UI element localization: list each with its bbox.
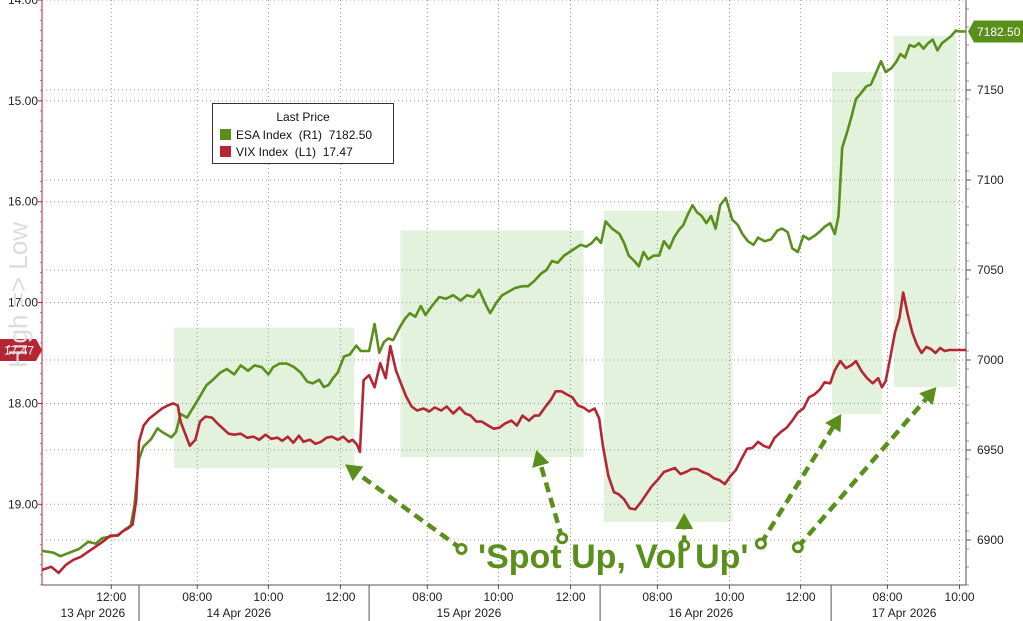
axes: 14.00 15.00 16.00 17.00 18.00 19.00 7150 7100 70… bbox=[8, 0, 1004, 621]
legend-label-vix: VIX Index (L1) 17.47 bbox=[236, 144, 353, 159]
grid-lines bbox=[42, 0, 966, 585]
series-layer bbox=[41, 29, 966, 575]
x-tick-label-1: 08:00 bbox=[182, 590, 212, 604]
highlight-region-3 bbox=[832, 72, 882, 414]
legend-swatch-vix bbox=[220, 146, 231, 157]
arrow-line-3 bbox=[758, 426, 835, 545]
highlight-regions bbox=[174, 36, 957, 522]
x-tick-label-7: 08:00 bbox=[642, 590, 672, 604]
right-tick-label-2: 7050 bbox=[977, 263, 1004, 277]
left-tick-label-2: 16.00 bbox=[8, 195, 38, 209]
x-tick-label-11: 10:00 bbox=[945, 590, 975, 604]
legend-swatch-esa bbox=[220, 129, 231, 140]
vix-last-value-tag bbox=[0, 338, 42, 361]
x-tick-label-8: 10:00 bbox=[714, 590, 744, 604]
right-tick-label-5: 6900 bbox=[977, 533, 1004, 547]
arrow-origin-3 bbox=[754, 537, 767, 550]
legend-entry-vix: VIX Index (L1) 17.47 bbox=[213, 143, 393, 160]
x-tick-label-3: 12:00 bbox=[325, 590, 355, 604]
day-label-3: 16 Apr 2026 bbox=[668, 606, 733, 620]
highlight-region-2 bbox=[603, 210, 733, 522]
highlight-region-4 bbox=[893, 36, 957, 387]
x-tick-label-5: 10:00 bbox=[483, 590, 513, 604]
legend-entry-esa: ESA Index (R1) 7182.50 bbox=[213, 126, 393, 143]
arrowhead-1 bbox=[532, 450, 550, 468]
annotation-arrows bbox=[345, 387, 937, 555]
arrow-origin-1 bbox=[556, 532, 569, 545]
arrow-origin-0 bbox=[455, 543, 468, 555]
arrowhead-0 bbox=[345, 464, 364, 482]
day-label-4: 17 Apr 2026 bbox=[872, 606, 937, 620]
series-line-esa-index bbox=[41, 29, 966, 558]
esa-last-value-label: 7182.50 bbox=[977, 25, 1021, 39]
legend-label-esa: ESA Index (R1) 7182.50 bbox=[236, 127, 373, 142]
esa-last-value-tag bbox=[968, 20, 1023, 43]
x-tick-label-10: 08:00 bbox=[872, 590, 902, 604]
day-label-2: 15 Apr 2026 bbox=[437, 606, 502, 620]
left-tick-label-1: 15.00 bbox=[8, 94, 38, 108]
legend: Last Price ESA Index (R1) 7182.50 VIX In… bbox=[212, 103, 394, 164]
left-tick-label-4: 18.00 bbox=[8, 396, 38, 410]
right-tick-label-0: 7150 bbox=[977, 83, 1004, 97]
x-tick-label-9: 12:00 bbox=[786, 590, 816, 604]
highlight-region-0 bbox=[174, 327, 355, 468]
right-tick-label-3: 7000 bbox=[977, 353, 1004, 367]
arrowhead-3 bbox=[825, 414, 842, 433]
arrow-line-1 bbox=[538, 464, 565, 539]
arrow-origin-4 bbox=[791, 541, 804, 554]
left-tick-label-0: 14.00 bbox=[8, 0, 38, 7]
left-tick-label-3: 17.00 bbox=[8, 296, 38, 310]
left-tick-label-5: 19.00 bbox=[8, 497, 38, 511]
vix-last-value-label: 17.47 bbox=[4, 343, 34, 357]
x-tick-label-0: 12:00 bbox=[96, 590, 126, 604]
annotation-text: 'Spot Up, Vol Up' bbox=[478, 538, 749, 576]
arrowhead-2 bbox=[675, 513, 694, 529]
arrowhead-4 bbox=[919, 387, 937, 405]
arrow-line-0 bbox=[356, 471, 463, 551]
arrow-origin-2 bbox=[678, 539, 691, 552]
last-value-tags: 7182.50 17.47 bbox=[0, 20, 1023, 361]
x-tick-label-6: 12:00 bbox=[556, 590, 586, 604]
left-axis-label: High => Low bbox=[3, 222, 33, 368]
legend-title: Last Price bbox=[276, 110, 330, 124]
arrow-line-4 bbox=[796, 397, 928, 549]
x-tick-label-4: 08:00 bbox=[412, 590, 442, 604]
day-label-0: 13 Apr 2026 bbox=[60, 606, 125, 620]
right-tick-label-4: 6950 bbox=[977, 443, 1004, 457]
series-line-vix-index bbox=[41, 291, 966, 575]
day-label-1: 14 Apr 2026 bbox=[206, 606, 271, 620]
highlight-region-1 bbox=[400, 230, 584, 458]
right-tick-label-1: 7100 bbox=[977, 173, 1004, 187]
x-tick-label-2: 10:00 bbox=[253, 590, 283, 604]
